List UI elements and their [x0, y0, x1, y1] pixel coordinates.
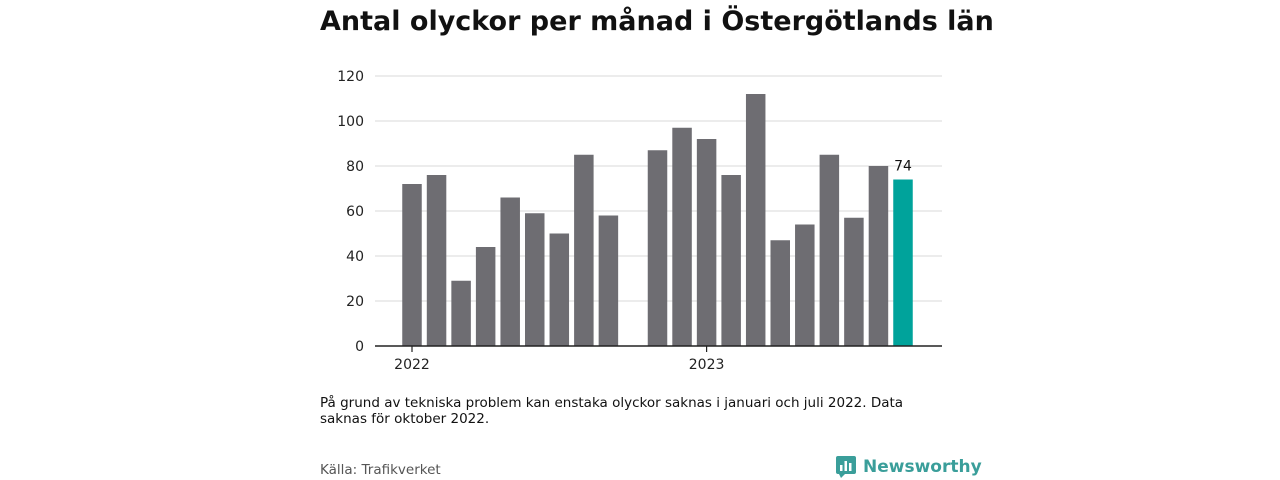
- y-tick-label: 40: [346, 249, 364, 265]
- source-label: Källa: Trafikverket: [320, 462, 441, 478]
- bar: [696, 139, 717, 346]
- bar: [868, 166, 889, 346]
- bar: [475, 247, 496, 346]
- bar: [819, 154, 840, 346]
- bar: [402, 184, 422, 346]
- bar: [451, 280, 471, 346]
- bar: [525, 213, 545, 346]
- y-tick-label: 100: [337, 114, 364, 130]
- bar: [549, 233, 570, 346]
- bar: [745, 94, 766, 346]
- bar: [721, 175, 741, 346]
- x-tick-label: 2023: [689, 357, 725, 373]
- bar: [647, 150, 668, 346]
- newsworthy-bar-chart-icon: [836, 456, 856, 478]
- bar: [426, 175, 447, 346]
- y-tick-label: 60: [346, 204, 364, 220]
- bar: [598, 215, 619, 346]
- y-tick-label: 80: [346, 159, 364, 175]
- bar: [770, 240, 790, 346]
- chart-title: Antal olyckor per månad i Östergötlands …: [320, 6, 994, 37]
- y-tick-label: 20: [346, 294, 364, 310]
- bar: [795, 224, 815, 346]
- bar-highlight: [893, 179, 913, 346]
- bar: [672, 127, 692, 346]
- y-tick-label: 0: [355, 339, 364, 355]
- x-tick-label: 2022: [394, 357, 430, 373]
- chart-note: På grund av tekniska problem kan enstaka…: [320, 395, 904, 427]
- brand-name: Newsworthy: [863, 457, 982, 477]
- bar: [500, 197, 520, 346]
- y-tick-label: 120: [337, 69, 364, 85]
- bar: [574, 154, 594, 346]
- bar: [844, 217, 864, 346]
- bar-value-label: 74: [894, 159, 912, 175]
- newsworthy-logo: Newsworthy: [835, 455, 982, 479]
